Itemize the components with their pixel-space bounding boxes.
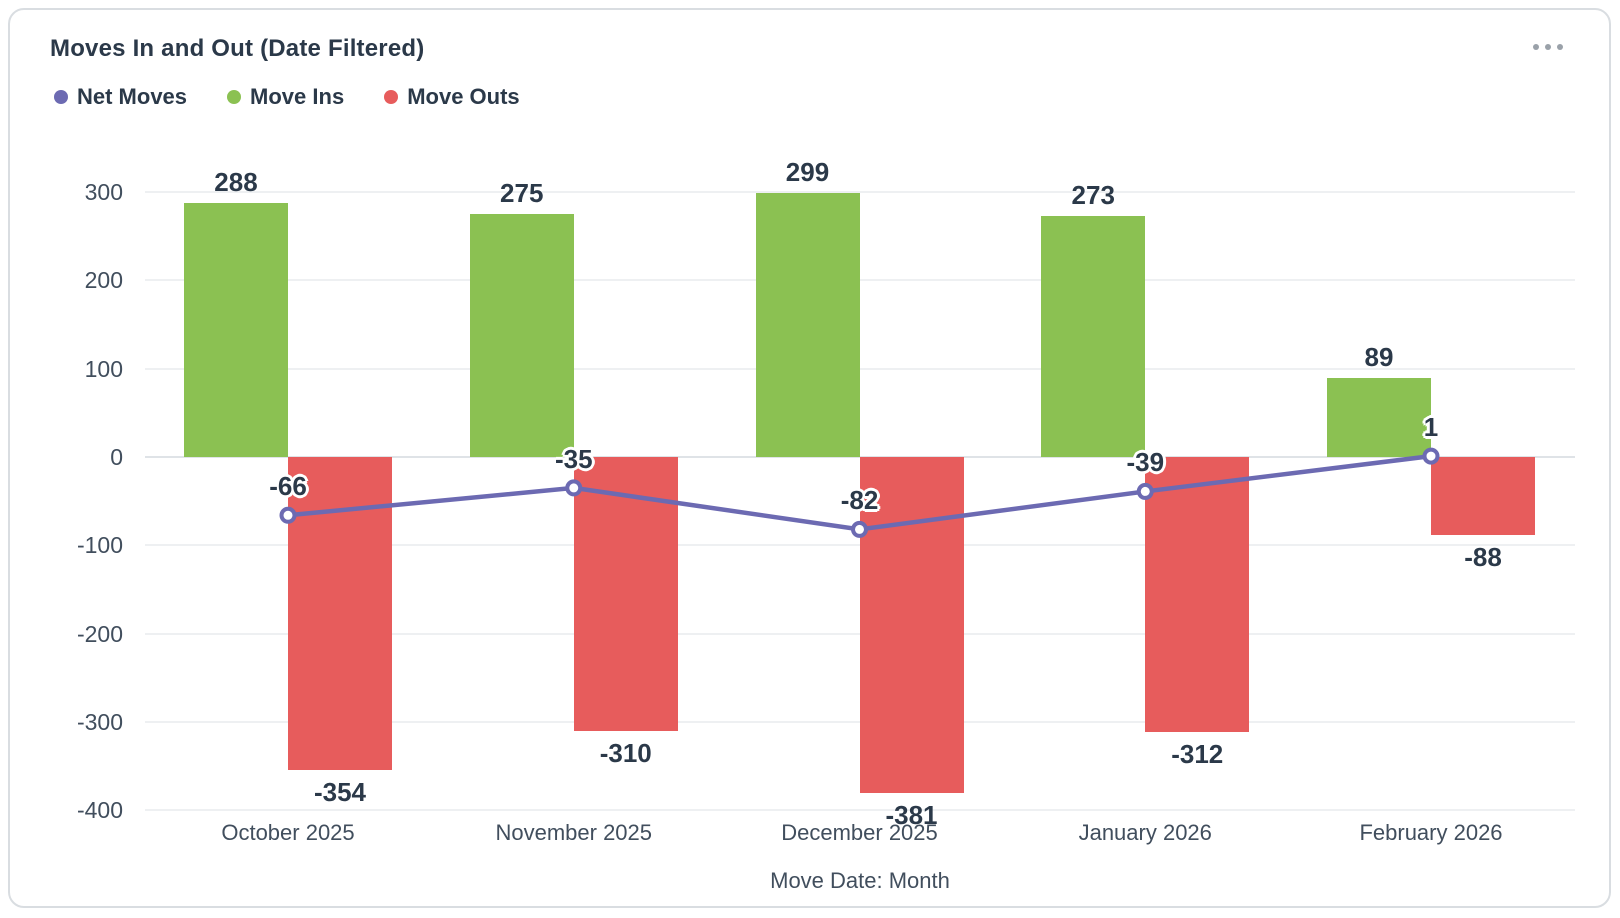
x-axis-category-label: February 2026 xyxy=(1359,820,1503,845)
net-moves-point-february-2026[interactable] xyxy=(1422,447,1440,465)
move-outs-bar-january-2026[interactable] xyxy=(1145,457,1250,733)
net-moves-point-december-2025[interactable] xyxy=(851,520,868,538)
dot xyxy=(1545,44,1551,50)
legend-label: Move Outs xyxy=(407,84,520,109)
x-axis-title: Move Date: Month xyxy=(770,868,950,893)
y-axis-tick-label: -400 xyxy=(76,797,123,824)
move-ins-bar-december-2025[interactable] xyxy=(755,193,860,457)
legend-item-move-outs[interactable]: Move Outs xyxy=(384,84,520,110)
net-moves-value-label: 1 xyxy=(1423,412,1439,443)
move-outs-bar-november-2025[interactable] xyxy=(573,457,678,731)
legend-item-move-ins[interactable]: Move Ins xyxy=(227,84,344,110)
x-axis-category-label: November 2025 xyxy=(495,820,653,845)
chart-card: Moves In and Out (Date Filtered) Net Mov… xyxy=(8,8,1611,908)
net-moves-value-label: -35 xyxy=(554,443,593,474)
move-ins-value-label: 273 xyxy=(1071,179,1115,210)
net-moves-point-october-2025[interactable] xyxy=(279,506,297,524)
net-moves-point-january-2026[interactable] xyxy=(1136,482,1154,500)
legend-item-net-moves[interactable]: Net Moves xyxy=(54,84,187,110)
y-axis-tick-label: -200 xyxy=(76,620,123,647)
legend-label: Move Ins xyxy=(250,84,345,109)
move-outs-value-label: -88 xyxy=(1464,541,1502,572)
gridline xyxy=(145,809,1575,812)
y-axis-tick-label: 200 xyxy=(84,267,123,294)
y-axis-tick-label: 300 xyxy=(84,179,123,206)
y-axis-tick-label: -300 xyxy=(76,708,123,735)
y-axis-tick-label: -100 xyxy=(76,532,123,559)
y-axis-tick-label: 100 xyxy=(84,355,123,382)
move-ins-bar-january-2026[interactable] xyxy=(1041,215,1146,457)
net-moves-value-label: -39 xyxy=(1126,447,1165,478)
net-moves-point-november-2025[interactable] xyxy=(565,479,583,497)
net-moves-value-label: -66 xyxy=(269,471,307,502)
move-ins-bar-november-2025[interactable] xyxy=(469,214,574,457)
move-outs-value-label: -310 xyxy=(599,737,652,768)
y-axis-tick-label: 0 xyxy=(110,444,123,470)
plot-area: 300 200 100 0 -100 -200 -300 -400 288 -354 October… xyxy=(10,10,1609,906)
net-moves-value-label: -82 xyxy=(840,485,879,516)
move-ins-value-label: 89 xyxy=(1364,342,1394,373)
net-moves-line-layer xyxy=(279,447,1440,538)
dot xyxy=(1557,44,1563,50)
move-outs-bar-october-2025[interactable] xyxy=(288,457,392,770)
move-outs-value-label: -354 xyxy=(313,776,367,807)
move-ins-bar-october-2025[interactable] xyxy=(184,202,288,457)
move-outs-value-label: -381 xyxy=(885,800,938,831)
move-ins-bar-february-2026[interactable] xyxy=(1327,378,1431,457)
chart-title: Moves In and Out (Date Filtered) xyxy=(50,35,425,62)
x-axis-category-label: October 2025 xyxy=(221,820,355,845)
chart-legend: Net Moves Move Ins Move Outs xyxy=(54,84,520,110)
move-ins-value-label: 299 xyxy=(785,157,830,187)
legend-dot-icon xyxy=(227,90,242,104)
gridline xyxy=(145,367,1575,370)
move-outs-value-label: -312 xyxy=(1171,739,1224,770)
dot xyxy=(1533,44,1539,50)
move-outs-bar-february-2026[interactable] xyxy=(1431,457,1535,535)
legend-dot-icon xyxy=(384,90,399,104)
legend-dot-icon xyxy=(54,90,68,104)
gridline xyxy=(145,279,1575,282)
more-options-ellipsis-icon[interactable] xyxy=(1529,40,1567,54)
move-ins-value-label: 275 xyxy=(500,178,544,209)
gridline xyxy=(145,191,1575,194)
legend-label: Net Moves xyxy=(77,84,188,109)
move-ins-value-label: 288 xyxy=(214,166,258,197)
x-axis-category-label: January 2026 xyxy=(1078,820,1212,845)
x-axis-category-label: December 2025 xyxy=(781,820,938,845)
